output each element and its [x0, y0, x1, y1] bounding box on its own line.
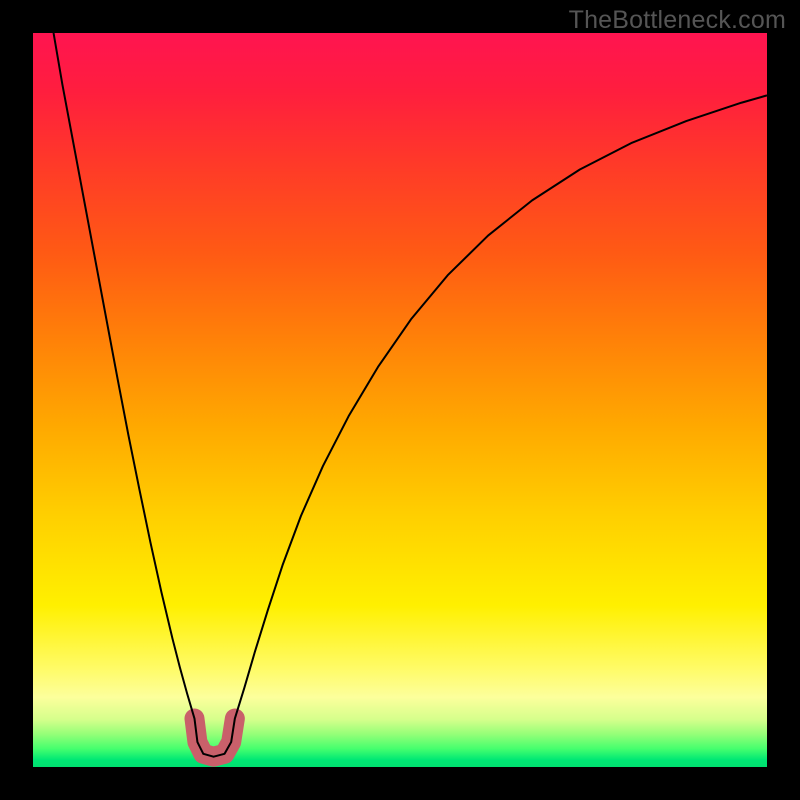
- bottleneck-chart: [0, 0, 800, 800]
- stage: TheBottleneck.com: [0, 0, 800, 800]
- watermark-text: TheBottleneck.com: [569, 6, 786, 35]
- plot-background: [33, 33, 767, 767]
